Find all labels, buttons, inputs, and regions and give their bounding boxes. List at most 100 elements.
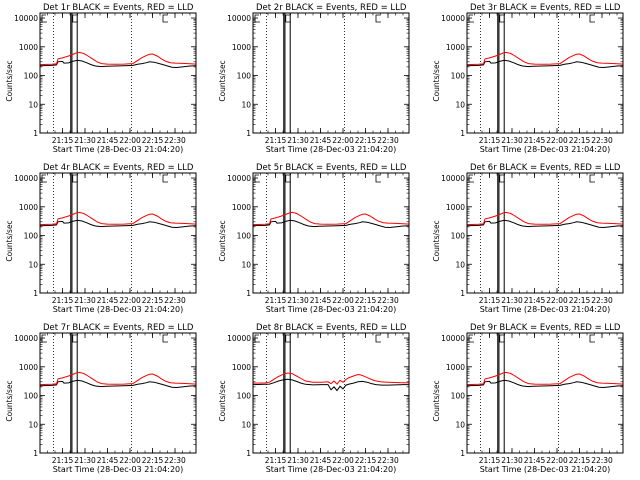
series-events-line	[39, 379, 197, 389]
y-tick-label: 10000	[227, 334, 251, 343]
x-tick-label: 21:30	[501, 296, 523, 305]
x-tick-label: 21:30	[74, 456, 96, 465]
x-tick-label: 22:30	[377, 296, 399, 305]
series-lld-line	[466, 371, 624, 386]
detector-panel-2: Det 2r BLACK = Events, RED = LLD 1 10 100 10…	[218, 3, 410, 154]
x-axis-label: Start Time (28-Dec-03 21:04:20)	[266, 465, 397, 474]
y-tick-label: 1	[246, 289, 251, 298]
x-tick-label: 21:15	[52, 456, 74, 465]
plot-frame	[252, 12, 410, 134]
panel-title: Det 8r BLACK = Events, RED = LLD	[256, 323, 407, 333]
y-tick-label: 10000	[14, 174, 38, 183]
panel-title: Det 4r BLACK = Events, RED = LLD	[43, 163, 194, 173]
x-tick-label: 21:45	[524, 136, 546, 145]
y-tick-label: 10000	[227, 174, 251, 183]
y-axis-label: Counts/sec	[218, 220, 227, 261]
y-axis-label: Counts/sec	[432, 60, 441, 101]
x-tick-label: 21:45	[97, 456, 119, 465]
x-tick-label: 21:15	[479, 456, 501, 465]
x-tick-label: 22:15	[355, 136, 377, 145]
y-tick-label: 1000	[446, 203, 465, 212]
y-tick-label: 1	[246, 129, 251, 138]
y-tick-label: 10	[241, 260, 251, 269]
x-axis-label: Start Time (28-Dec-03 21:04:20)	[53, 465, 184, 474]
bracket-marker	[285, 334, 291, 343]
panel-title: Det 5r BLACK = Events, RED = LLD	[256, 163, 407, 173]
y-tick-label: 10000	[14, 334, 38, 343]
y-axis-label: Counts/sec	[5, 380, 14, 421]
x-tick-label: 22:15	[569, 296, 591, 305]
y-tick-label: 1	[460, 289, 465, 298]
x-tick-label: 21:45	[524, 456, 546, 465]
bracket-marker	[72, 334, 78, 343]
y-tick-label: 100	[451, 392, 466, 401]
series-lld-line	[39, 51, 197, 66]
series-events-line	[466, 379, 624, 389]
y-tick-label: 10000	[441, 14, 465, 23]
y-tick-label: 10	[455, 260, 465, 269]
plot-frame	[252, 172, 410, 294]
x-tick-label: 22:15	[142, 456, 164, 465]
series-lld-line	[252, 372, 410, 385]
y-tick-label: 1	[246, 449, 251, 458]
y-tick-label: 1000	[19, 363, 38, 372]
x-tick-label: 22:30	[591, 296, 613, 305]
y-tick-label: 1	[33, 449, 38, 458]
x-tick-label: 22:00	[119, 296, 141, 305]
y-tick-label: 1000	[446, 43, 465, 52]
y-tick-label: 100	[24, 392, 39, 401]
x-tick-label: 22:00	[546, 136, 568, 145]
y-tick-label: 1000	[446, 363, 465, 372]
series-lld-line	[39, 211, 197, 226]
bracket-marker	[162, 174, 168, 183]
bracket-marker	[254, 14, 260, 23]
y-tick-label: 1000	[232, 43, 251, 52]
plot-frame	[466, 12, 624, 134]
x-tick-label: 21:30	[287, 456, 309, 465]
bracket-marker	[468, 14, 474, 23]
y-tick-label: 10	[455, 100, 465, 109]
y-tick-label: 1	[33, 289, 38, 298]
panel-title: Det 9r BLACK = Events, RED = LLD	[470, 323, 621, 333]
x-tick-label: 21:30	[74, 136, 96, 145]
x-tick-label: 21:45	[310, 136, 332, 145]
y-tick-label: 1000	[19, 43, 38, 52]
panel-title: Det 3r BLACK = Events, RED = LLD	[470, 3, 621, 13]
y-tick-label: 10000	[441, 174, 465, 183]
bracket-marker	[375, 174, 381, 183]
plot-frame	[252, 332, 410, 454]
bracket-marker	[285, 174, 291, 183]
y-tick-label: 1	[33, 129, 38, 138]
y-tick-label: 100	[451, 72, 466, 81]
series-events-line	[39, 59, 197, 69]
x-tick-label: 21:15	[265, 456, 287, 465]
bracket-marker	[468, 174, 474, 183]
x-tick-label: 22:15	[569, 136, 591, 145]
x-tick-label: 22:00	[546, 296, 568, 305]
x-axis-label: Start Time (28-Dec-03 21:04:20)	[53, 305, 184, 314]
detector-panel-5: Det 5r BLACK = Events, RED = LLD 1 10 100 10…	[218, 163, 410, 314]
y-axis-label: Counts/sec	[218, 380, 227, 421]
y-tick-label: 100	[24, 72, 39, 81]
series-lld-line	[39, 371, 197, 386]
panel-title: Det 7r BLACK = Events, RED = LLD	[43, 323, 194, 333]
x-axis-label: Start Time (28-Dec-03 21:04:20)	[53, 145, 184, 154]
detector-panel-4: Det 4r BLACK = Events, RED = LLD 1 10 100 10…	[5, 163, 197, 314]
y-tick-label: 10	[241, 420, 251, 429]
x-tick-label: 21:15	[479, 296, 501, 305]
y-axis-label: Counts/sec	[5, 60, 14, 101]
x-tick-label: 22:15	[142, 136, 164, 145]
series-events-line	[252, 378, 409, 392]
x-tick-label: 21:45	[310, 296, 332, 305]
bracket-marker	[499, 174, 505, 183]
bracket-marker	[72, 174, 78, 183]
x-tick-label: 22:30	[591, 136, 613, 145]
bracket-marker	[41, 334, 47, 343]
y-tick-label: 100	[451, 232, 466, 241]
y-tick-label: 100	[237, 232, 252, 241]
x-tick-label: 22:15	[355, 296, 377, 305]
x-axis-label: Start Time (28-Dec-03 21:04:20)	[266, 145, 397, 154]
series-events-line	[466, 59, 624, 69]
x-tick-label: 21:45	[524, 296, 546, 305]
bracket-marker	[375, 334, 381, 343]
